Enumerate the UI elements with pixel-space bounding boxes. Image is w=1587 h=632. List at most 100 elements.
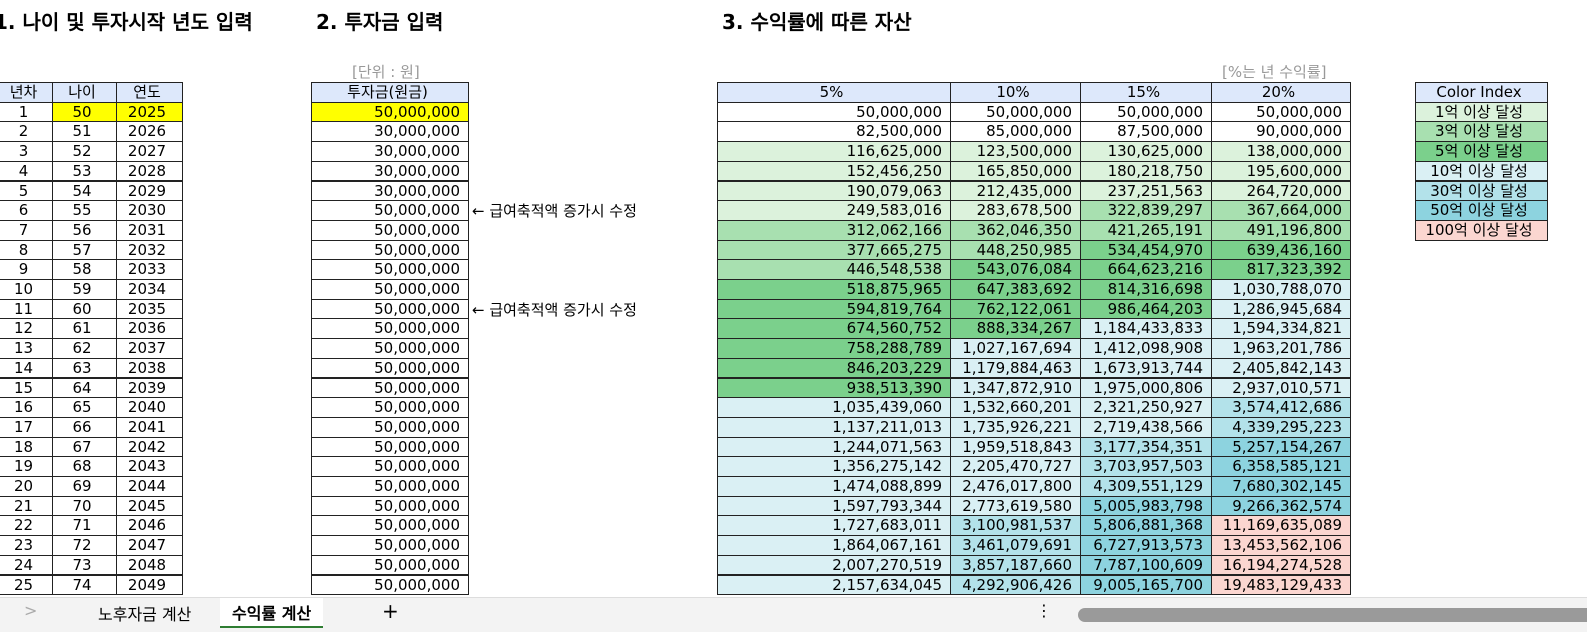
add-sheet[interactable]: + (382, 599, 399, 623)
cell: 4,339,295,223 (1211, 416, 1351, 438)
cell: 2034 (116, 279, 183, 300)
legend-entry: 50억 이상 달성 (1415, 200, 1548, 221)
sheet-tabs: > 노후자금 계산 수익률 계산 + ⋮ (0, 597, 1587, 632)
cell: 212,435,000 (950, 180, 1081, 202)
cell: 448,250,985 (950, 239, 1081, 261)
cell: 986,464,203 (1080, 298, 1212, 320)
cell: 8 (0, 239, 53, 261)
column-header: 10% (950, 82, 1081, 103)
cell: 3,461,079,691 (950, 535, 1081, 556)
cell: 1,286,945,684 (1211, 298, 1351, 320)
cell: 1,673,913,744 (1080, 357, 1212, 379)
cell: 123,500,000 (950, 141, 1081, 162)
cell: 87,500,000 (1080, 121, 1212, 143)
cell: 2047 (116, 535, 183, 556)
cell: 3,574,412,686 (1211, 397, 1351, 418)
cell: 24 (0, 554, 53, 576)
column-header: 투자금(원금) (311, 82, 469, 103)
cell: 50 (52, 101, 117, 123)
cell: 50,000,000 (311, 298, 469, 320)
cell: 2038 (116, 357, 183, 379)
cell: 54 (52, 180, 117, 202)
cell: 758,288,789 (717, 338, 951, 359)
cell: 846,203,229 (717, 357, 951, 379)
cell: 367,664,000 (1211, 200, 1351, 221)
cell: 58 (52, 259, 117, 280)
cell: 2 (0, 121, 53, 143)
cell: 3,177,354,351 (1080, 436, 1212, 458)
cell: 4,292,906,426 (950, 574, 1081, 596)
cell: 50,000,000 (1080, 101, 1212, 123)
cell: 2045 (116, 495, 183, 517)
sheet-tab-active[interactable]: 수익률 계산 (220, 598, 324, 628)
cell: 2040 (116, 397, 183, 418)
cell: 195,600,000 (1211, 160, 1351, 182)
cell: 50,000,000 (311, 456, 469, 477)
cell: 15 (0, 377, 53, 399)
cell: 50,000,000 (311, 515, 469, 537)
cell: 322,839,297 (1080, 200, 1212, 221)
cell: 50,000,000 (311, 436, 469, 458)
cell: 2033 (116, 259, 183, 280)
cell: 50,000,000 (311, 476, 469, 497)
cell: 12 (0, 318, 53, 340)
cell: 518,875,965 (717, 279, 951, 300)
cell: 674,560,752 (717, 318, 951, 340)
cell: 1,727,683,011 (717, 515, 951, 537)
cell: 2028 (116, 160, 183, 182)
cell: 594,819,764 (717, 298, 951, 320)
cell: 16,194,274,528 (1211, 554, 1351, 576)
cell: 1,347,872,910 (950, 377, 1081, 399)
cell: 51 (52, 121, 117, 143)
cell: 50,000,000 (1211, 101, 1351, 123)
cell: 65 (52, 397, 117, 418)
cell: 11 (0, 298, 53, 320)
cell: 421,265,191 (1080, 219, 1212, 241)
cell: 1,184,433,833 (1080, 318, 1212, 340)
tab-menu[interactable]: ⋮ (1036, 601, 1052, 620)
legend-entry: 3억 이상 달성 (1415, 121, 1548, 143)
cell: 50,000,000 (311, 259, 469, 280)
cell: 59 (52, 279, 117, 300)
scrollbar[interactable] (1078, 608, 1587, 622)
legend-entry: 30억 이상 달성 (1415, 180, 1548, 202)
cell: 66 (52, 416, 117, 438)
cell: 180,218,750 (1080, 160, 1212, 182)
cell: 1,963,201,786 (1211, 338, 1351, 359)
cell: 2037 (116, 338, 183, 359)
cell: 9,005,165,700 (1080, 574, 1212, 596)
cell: 138,000,000 (1211, 141, 1351, 162)
cell: 50,000,000 (311, 357, 469, 379)
cell: 50,000,000 (311, 101, 469, 123)
legend-entry: 5억 이상 달성 (1415, 141, 1548, 162)
cell: 68 (52, 456, 117, 477)
cell: 13 (0, 338, 53, 359)
cell: 534,454,970 (1080, 239, 1212, 261)
cell: 1,474,088,899 (717, 476, 951, 497)
unit-label: [단위 : 원] (352, 63, 420, 81)
cell: 543,076,084 (950, 259, 1081, 280)
cell: 1 (0, 101, 53, 123)
cell: 762,122,061 (950, 298, 1081, 320)
cell: 70 (52, 495, 117, 517)
cell: 50,000,000 (311, 554, 469, 576)
cell: 2035 (116, 298, 183, 320)
sheet-tab[interactable]: 노후자금 계산 (98, 605, 192, 624)
cell: 2,007,270,519 (717, 554, 951, 576)
cell: 50,000,000 (311, 279, 469, 300)
cell: 1,179,884,463 (950, 357, 1081, 379)
cell: 73 (52, 554, 117, 576)
cell: 817,323,392 (1211, 259, 1351, 280)
cell: 2,773,619,580 (950, 495, 1081, 517)
cell: 2031 (116, 219, 183, 241)
cell: 20 (0, 476, 53, 497)
cell: 2048 (116, 554, 183, 576)
tab-nav[interactable]: > (24, 601, 38, 620)
note: ← 급여축적액 증가시 수정 (472, 202, 637, 221)
section-title: 1. 나이 및 투자시작 년도 입력 (0, 10, 253, 34)
cell: 30,000,000 (311, 160, 469, 182)
column-header: 15% (1080, 82, 1212, 103)
cell: 50,000,000 (311, 338, 469, 359)
cell: 1,864,067,161 (717, 535, 951, 556)
